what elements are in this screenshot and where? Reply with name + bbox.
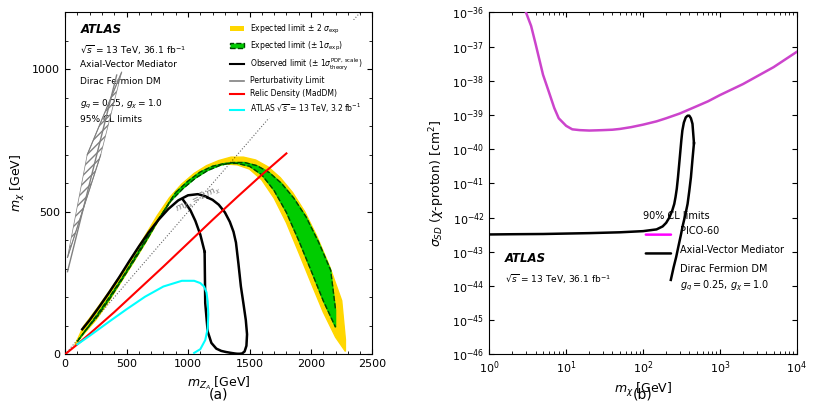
Text: $m_{Z_A} = 2\,m_\chi$: $m_{Z_A} = 2\,m_\chi$ (173, 183, 224, 216)
Legend: Expected limit $\pm$ 2 $\sigma_{\mathrm{exp}}$, Expected limit ($\pm$ 1$\sigma_{: Expected limit $\pm$ 2 $\sigma_{\mathrm{… (227, 20, 366, 119)
Text: $\sqrt{s}$ = 13 TeV, 36.1 fb$^{-1}$: $\sqrt{s}$ = 13 TeV, 36.1 fb$^{-1}$ (505, 272, 611, 286)
Text: (b): (b) (633, 388, 653, 402)
Y-axis label: $\sigma_{SD}$ ($\chi$-proton) [cm$^2$]: $\sigma_{SD}$ ($\chi$-proton) [cm$^2$] (427, 120, 446, 247)
Polygon shape (202, 249, 247, 354)
X-axis label: $m_\chi$ [GeV]: $m_\chi$ [GeV] (614, 382, 672, 399)
Text: 90% CL limits: 90% CL limits (643, 211, 710, 221)
X-axis label: $m_{Z_A}$ [GeV]: $m_{Z_A}$ [GeV] (187, 375, 250, 392)
Y-axis label: $m_\chi$ [GeV]: $m_\chi$ [GeV] (9, 154, 27, 213)
Text: $\sqrt{s}$ = 13 TeV, 36.1 fb$^{-1}$: $\sqrt{s}$ = 13 TeV, 36.1 fb$^{-1}$ (80, 43, 186, 57)
Text: 95% CL limits: 95% CL limits (80, 115, 142, 124)
Text: PICO-60: PICO-60 (680, 226, 720, 236)
Text: ATLAS: ATLAS (80, 23, 121, 35)
Text: Dirac Fermion DM: Dirac Fermion DM (680, 264, 767, 274)
Polygon shape (77, 163, 336, 342)
Text: ATLAS: ATLAS (505, 252, 546, 265)
Text: Dirac Fermion DM: Dirac Fermion DM (80, 77, 161, 87)
Text: Axial-Vector Mediator: Axial-Vector Mediator (80, 60, 177, 69)
Text: $g_q = 0.25$, $g_\chi = 1.0$: $g_q = 0.25$, $g_\chi = 1.0$ (680, 279, 769, 293)
Polygon shape (75, 157, 346, 351)
Text: (a): (a) (209, 388, 228, 402)
Text: $g_q = 0.25$, $g_\chi = 1.0$: $g_q = 0.25$, $g_\chi = 1.0$ (80, 98, 163, 111)
Text: Axial-Vector Mediator: Axial-Vector Mediator (680, 245, 784, 255)
